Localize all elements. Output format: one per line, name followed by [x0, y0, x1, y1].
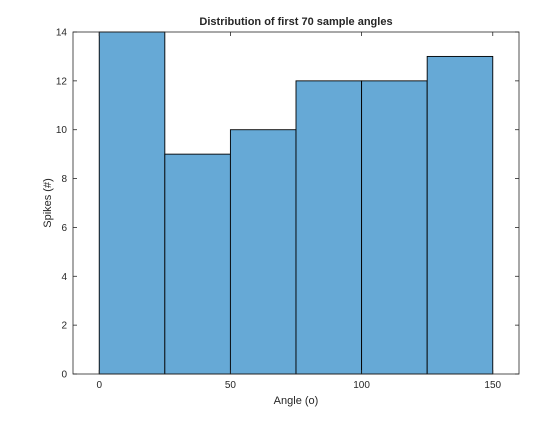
y-tick-label: 8 — [61, 174, 67, 185]
histogram-bar-4 — [295, 80, 363, 375]
chart-title: Distribution of first 70 sample angles — [199, 16, 392, 28]
histogram-bar-6 — [426, 55, 494, 375]
axes-box — [72, 31, 520, 375]
x-tick-label: 0 — [96, 380, 102, 391]
y-tick-label: 12 — [56, 76, 68, 87]
y-tick-label: 14 — [56, 28, 68, 39]
histogram-bar-1 — [98, 31, 166, 375]
y-tick-label: 0 — [61, 370, 67, 381]
y-tick-label: 10 — [56, 125, 68, 136]
bars — [98, 31, 494, 375]
x-tick-label: 50 — [225, 380, 237, 391]
x-tick-label: 150 — [484, 380, 501, 391]
y-axis-label: Spikes (#) — [42, 178, 54, 228]
y-tick-label: 4 — [61, 272, 67, 283]
histogram-bar-3 — [229, 129, 297, 375]
histogram-bar-2 — [164, 153, 231, 375]
y-tick-label: 2 — [61, 321, 67, 332]
histogram-bar-5 — [361, 80, 428, 375]
y-tick-label: 6 — [61, 223, 67, 234]
x-tick-label: 100 — [353, 380, 370, 391]
x-axis-label: Angle (o) — [274, 395, 319, 407]
